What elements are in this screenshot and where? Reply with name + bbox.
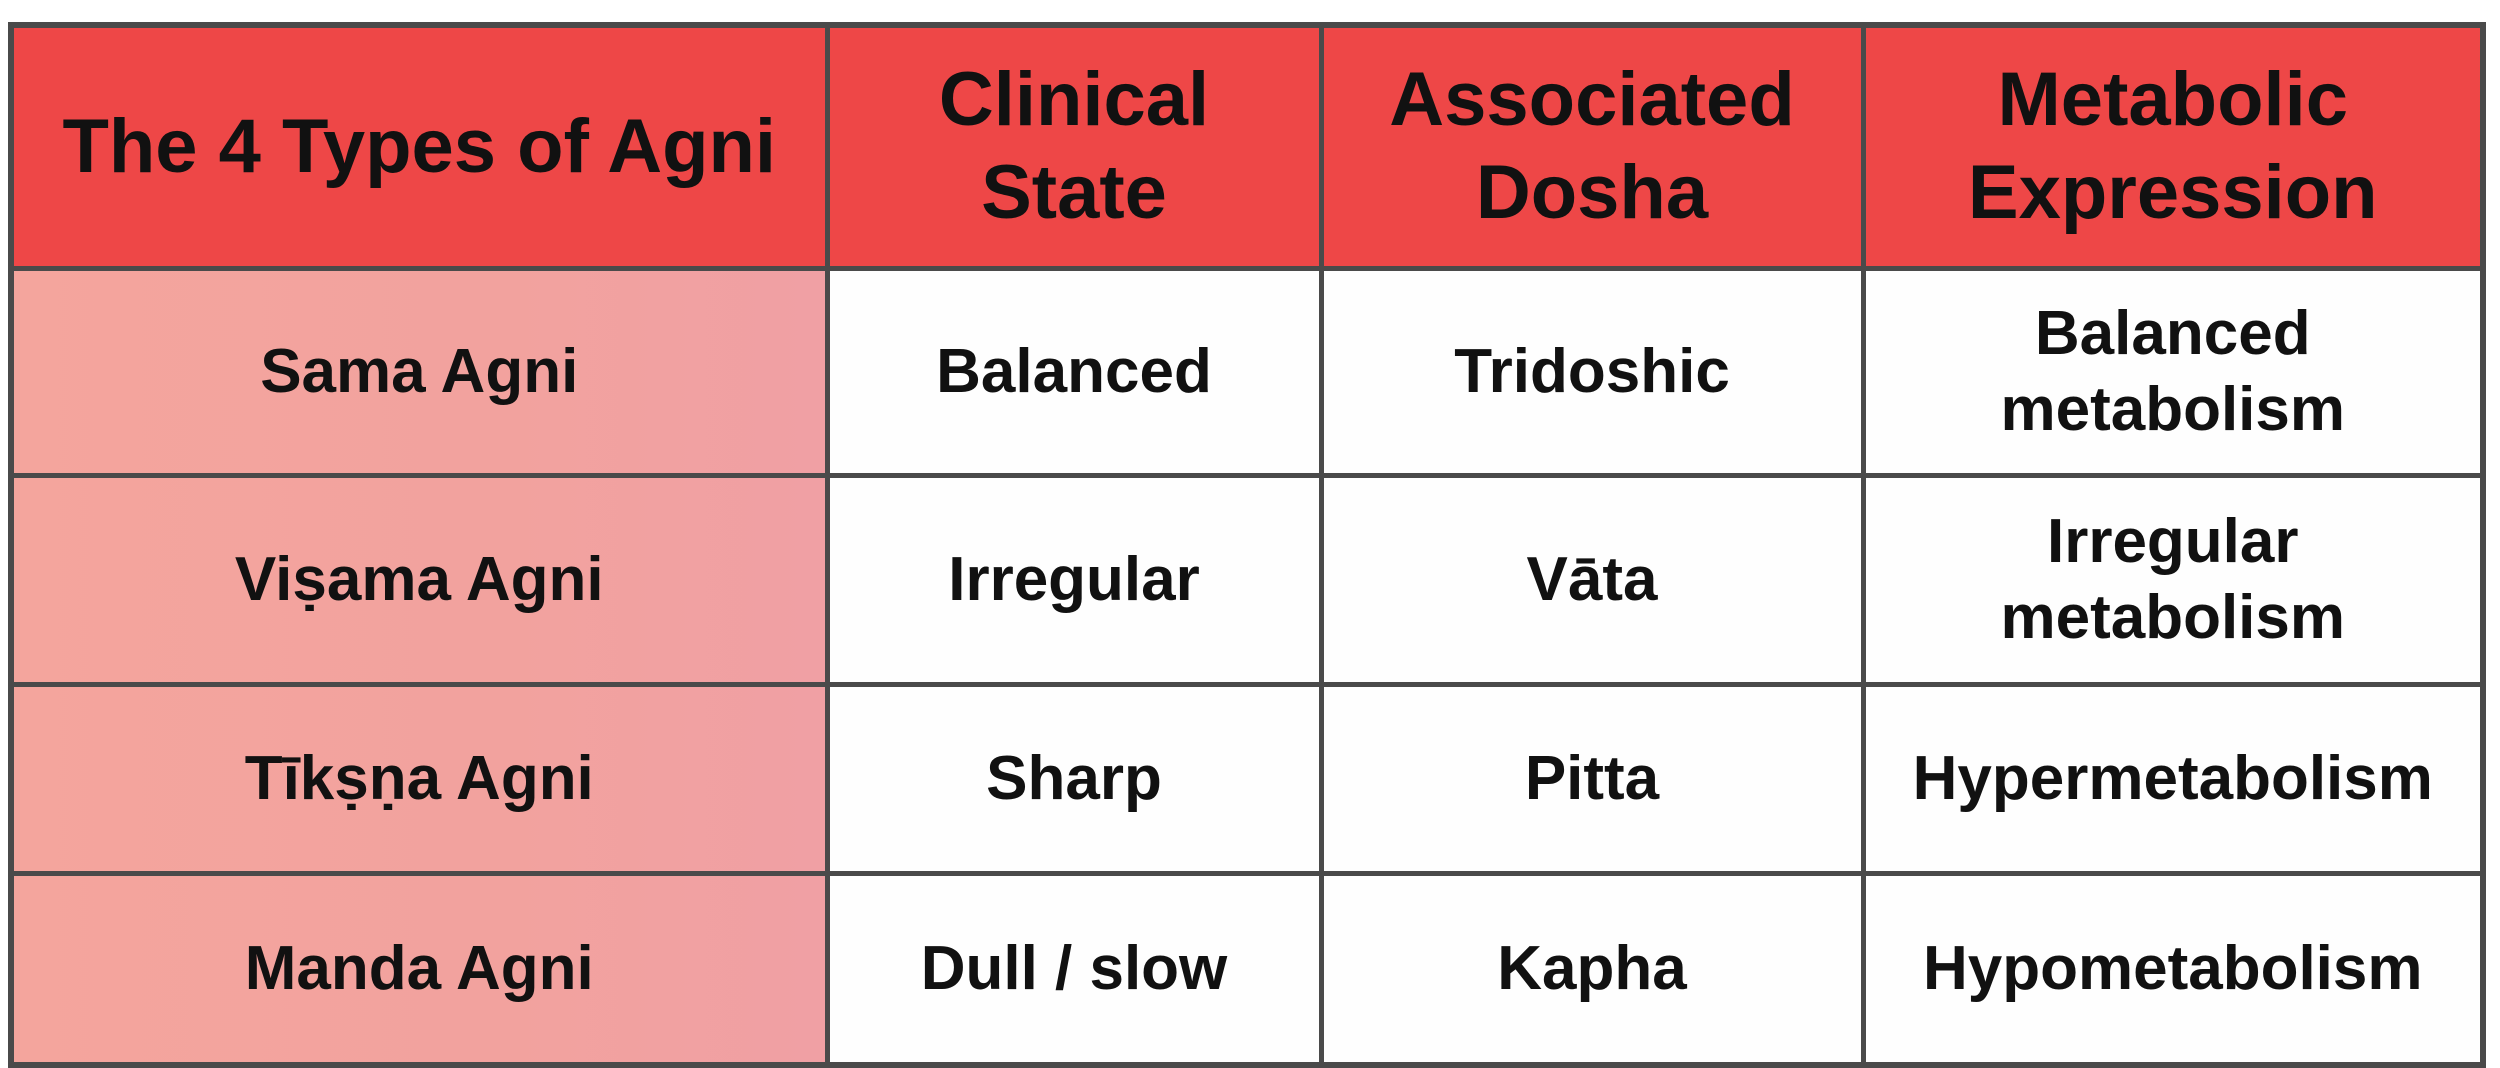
table-cell: Dull / slow [824,871,1324,1068]
table-body: Sama Agni Balanced Tridoshic Balanced metab… [8,266,2486,1068]
header-cell: Clinical State [824,22,1324,271]
table-row: Tīkṣṇa Agni Sharp Pitta Hypermetabolism [8,682,2486,876]
table-row: Manda Agni Dull / slow Kapha Hypometabolism [8,871,2486,1068]
table-row: Sama Agni Balanced Tridoshic Balanced metab… [8,266,2486,478]
agni-type-cell: Tīkṣṇa Agni [8,682,830,876]
table-cell: Tridoshic [1318,266,1866,478]
table-row: Viṣama Agni Irregular Vāta Irregular metabo… [8,473,2486,687]
table-cell: Hypermetabolism [1860,682,2486,876]
agni-type-cell: Sama Agni [8,266,830,478]
agni-type-cell: Manda Agni [8,871,830,1068]
table-container: The 4 Types of Agni Clinical State Associa… [8,22,2486,1068]
header-cell: Metabolic Expression [1860,22,2486,271]
table-cell: Vāta [1318,473,1866,687]
table-cell: Balanced [824,266,1324,478]
agni-type-cell: Viṣama Agni [8,473,830,687]
agni-table: The 4 Types of Agni Clinical State Associa… [8,22,2486,1068]
table-cell: Irregular [824,473,1324,687]
table-cell: Hypometabolism [1860,871,2486,1068]
header-row: The 4 Types of Agni Clinical State Associa… [8,22,2486,271]
table-cell: Sharp [824,682,1324,876]
header-cell: Associated Dosha [1318,22,1866,271]
table-cell: Kapha [1318,871,1866,1068]
table-cell: Irregular metabolism [1860,473,2486,687]
table-cell: Balanced metabolism [1860,266,2486,478]
header-cell: The 4 Types of Agni [8,22,830,271]
table-cell: Pitta [1318,682,1866,876]
